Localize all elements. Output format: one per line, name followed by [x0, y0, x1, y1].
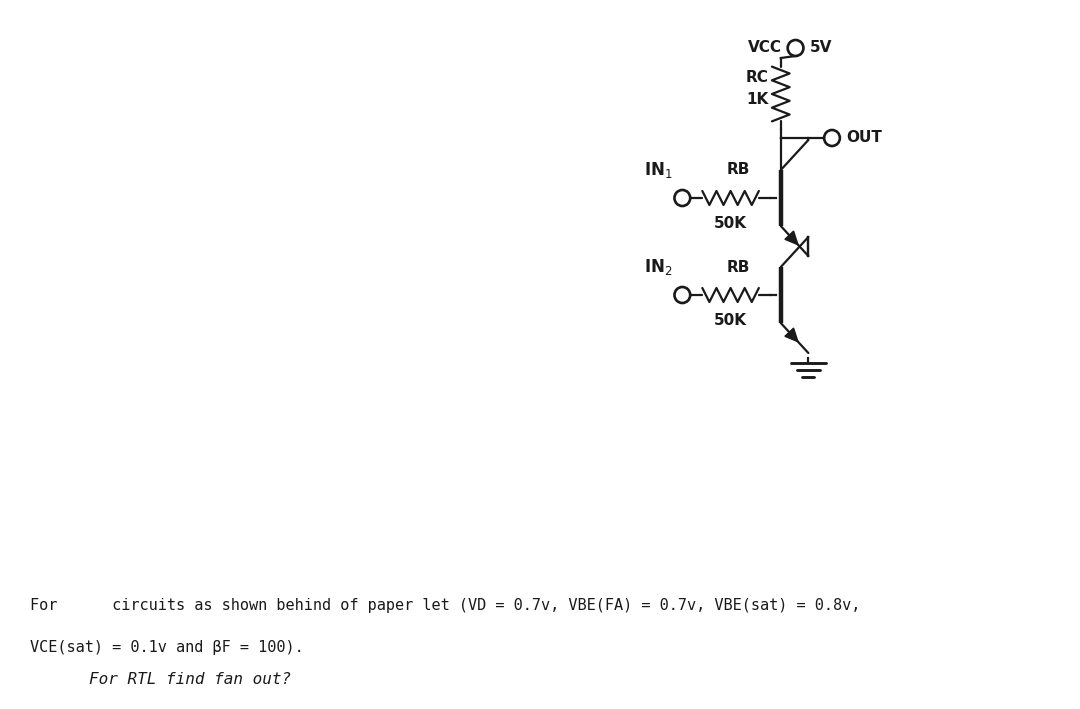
- Text: For RTL find fan out?: For RTL find fan out?: [89, 672, 291, 687]
- Text: 50K: 50K: [714, 313, 747, 328]
- Text: VCC: VCC: [747, 40, 782, 55]
- Text: 50K: 50K: [714, 216, 747, 231]
- Polygon shape: [785, 328, 798, 342]
- Text: 5V: 5V: [809, 40, 832, 55]
- Text: IN$_2$: IN$_2$: [644, 257, 673, 277]
- Text: RB: RB: [727, 259, 750, 274]
- Text: 1K: 1K: [746, 92, 769, 108]
- Text: For      circuits as shown behind of paper let (VD = 0.7v, VBE(FA) = 0.7v, VBE(s: For circuits as shown behind of paper le…: [29, 598, 860, 613]
- Text: RB: RB: [727, 162, 750, 177]
- Text: IN$_1$: IN$_1$: [644, 160, 673, 180]
- Text: RC: RC: [746, 70, 769, 86]
- Polygon shape: [785, 231, 798, 245]
- Text: OUT: OUT: [846, 130, 881, 145]
- Text: VCE(sat) = 0.1v and βF = 100).: VCE(sat) = 0.1v and βF = 100).: [29, 640, 303, 655]
